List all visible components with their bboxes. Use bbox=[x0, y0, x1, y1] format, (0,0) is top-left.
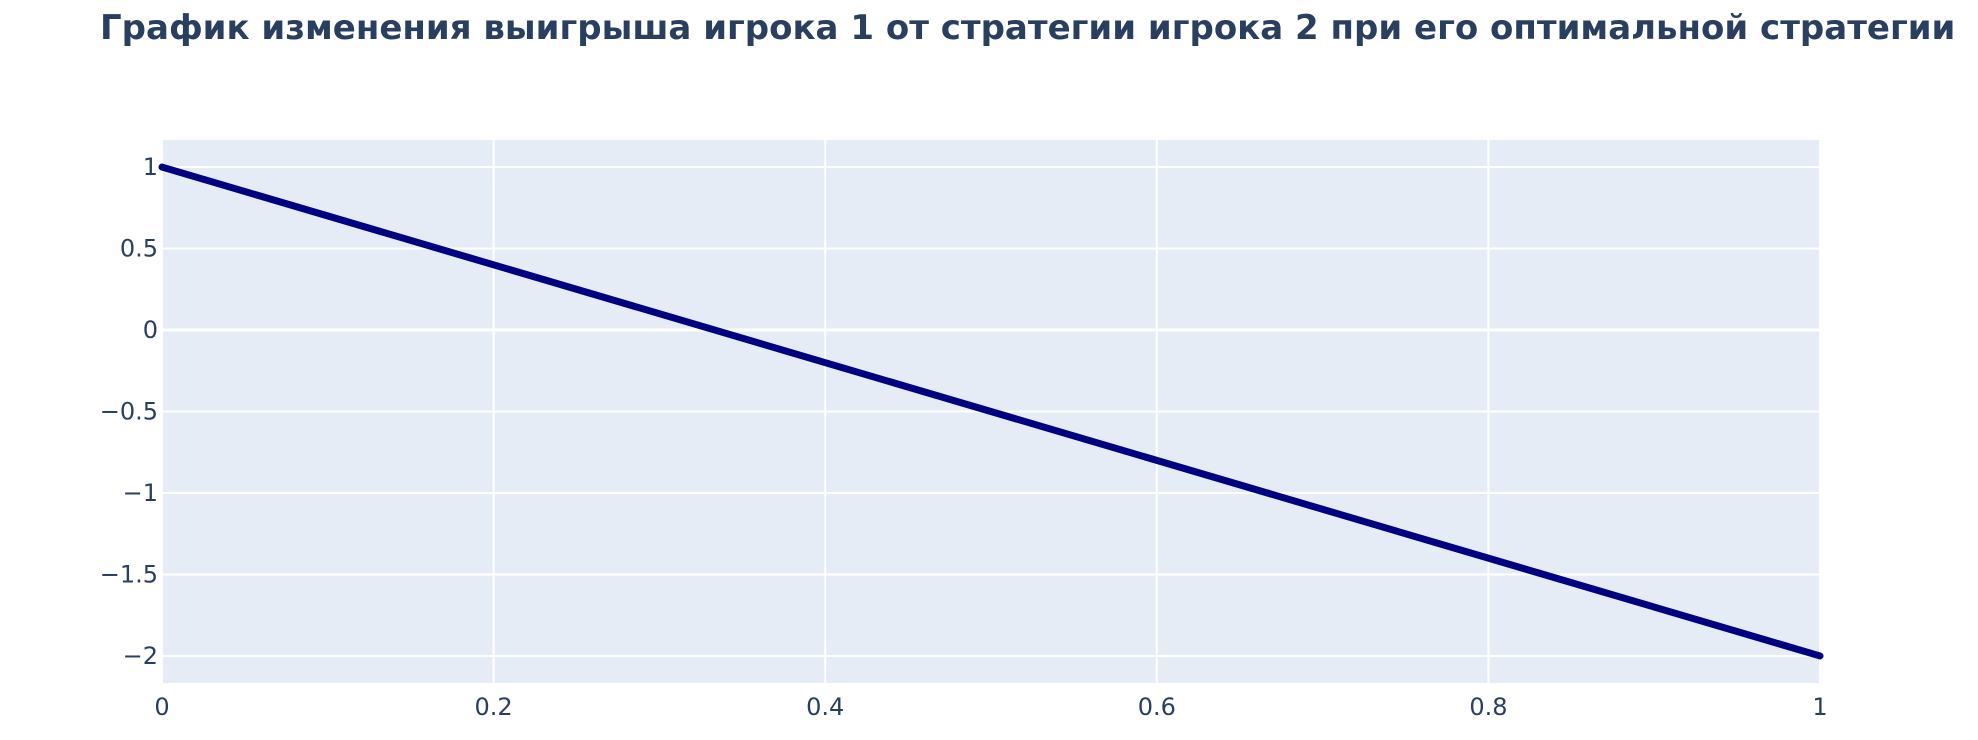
y-axis-ticks: 1 0.5 0 −0.5 −1 −1.5 −2 bbox=[100, 153, 158, 670]
y-tick-label: 0 bbox=[143, 316, 158, 344]
x-tick-label: 0 bbox=[154, 693, 169, 721]
x-tick-label: 1 bbox=[1812, 693, 1827, 721]
y-tick-label: −1.5 bbox=[100, 560, 158, 588]
y-tick-label: −1 bbox=[123, 479, 158, 507]
series-line bbox=[158, 163, 1824, 660]
x-axis-ticks: 0 0.2 0.4 0.6 0.8 1 bbox=[154, 693, 1827, 721]
x-tick-label: 0.4 bbox=[806, 693, 844, 721]
y-tick-label: 0.5 bbox=[120, 235, 158, 263]
y-tick-label: 1 bbox=[143, 153, 158, 181]
chart-title: График изменения выигрыша игрока 1 от ст… bbox=[100, 8, 1956, 48]
series-layer bbox=[158, 163, 1824, 660]
grid-lines bbox=[161, 140, 1821, 683]
y-tick-label: −0.5 bbox=[100, 398, 158, 426]
x-tick-label: 0.8 bbox=[1469, 693, 1507, 721]
x-tick-label: 0.6 bbox=[1138, 693, 1176, 721]
x-tick-label: 0.2 bbox=[475, 693, 513, 721]
y-tick-label: −2 bbox=[123, 642, 158, 670]
